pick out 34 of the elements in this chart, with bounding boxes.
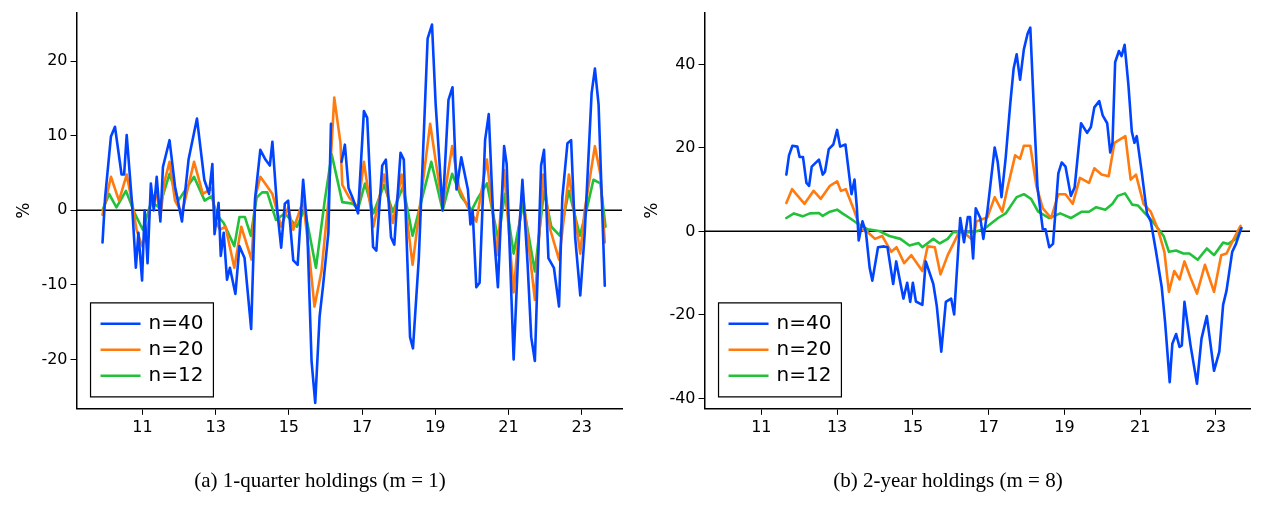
x-tick-label: 15 — [902, 416, 924, 436]
legend-label: n=12 — [776, 362, 832, 386]
x-tick-label: 23 — [1205, 416, 1227, 436]
x-tick-label: 21 — [498, 416, 519, 436]
x-tick-label: 17 — [978, 416, 999, 436]
legend-label: n=40 — [148, 310, 204, 334]
x-tick-label: 23 — [571, 416, 592, 436]
y-tick-label: 0 — [685, 220, 696, 240]
text: (b) 2-year holdings (m = 8) — [833, 468, 1063, 493]
x-tick-label: 13 — [826, 416, 848, 436]
y-tick-label: 20 — [675, 137, 696, 157]
x-tick-label: 19 — [425, 416, 446, 436]
x-tick-label: 19 — [1054, 416, 1075, 436]
y-tick-label: 40 — [675, 53, 696, 73]
y-tick-label: -10 — [41, 274, 68, 294]
x-tick-label: 11 — [751, 416, 772, 436]
y-tick-label: -20 — [41, 348, 68, 368]
legend-label: n=20 — [776, 336, 832, 360]
x-tick-label: 11 — [132, 416, 153, 436]
text: (a) 1-quarter holdings (m = 1) — [194, 468, 446, 493]
y-tick-label: -40 — [669, 387, 696, 407]
y-tick-label: 10 — [47, 124, 68, 144]
x-tick-label: 17 — [351, 416, 373, 436]
y-tick-label: 20 — [47, 50, 68, 70]
x-tick-label: 21 — [1129, 416, 1151, 436]
x-tick-label: 15 — [278, 416, 300, 436]
y-axis-title: % — [12, 202, 33, 219]
y-tick-label: -20 — [669, 304, 696, 324]
y-tick-label: 0 — [57, 199, 68, 219]
y-axis-title: % — [640, 202, 661, 219]
x-tick-label: 13 — [205, 416, 226, 436]
legend-label: n=12 — [148, 362, 204, 386]
legend-label: n=40 — [776, 310, 832, 334]
legend-label: n=20 — [148, 336, 204, 360]
